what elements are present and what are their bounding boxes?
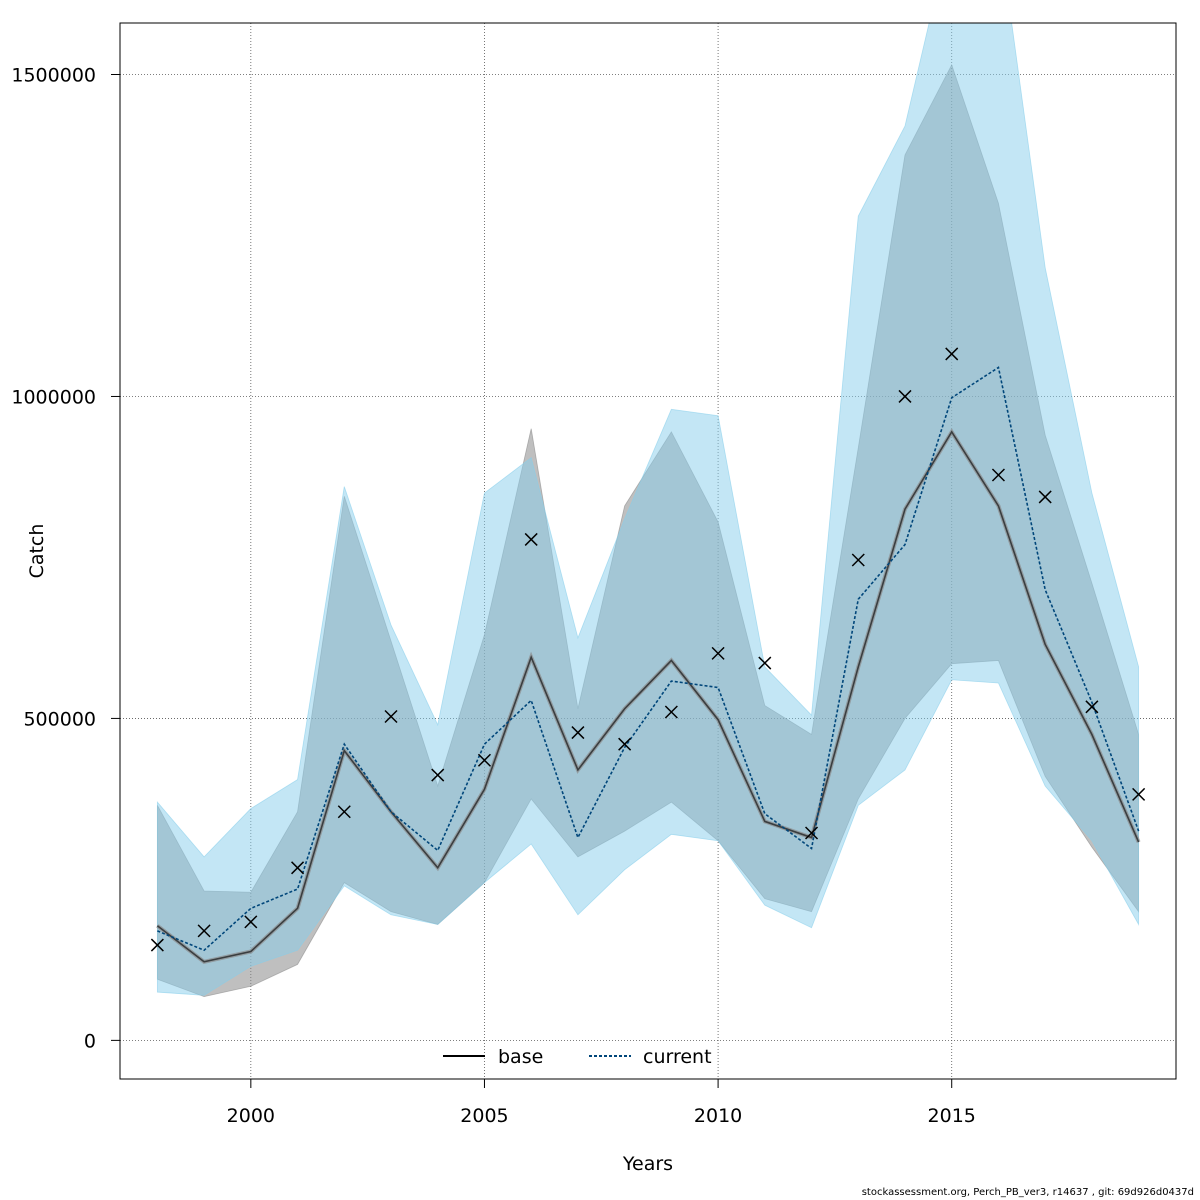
footer-credit: stockassessment.org, Perch_PB_ver3, r146… (861, 1187, 1194, 1198)
observed-point-2003 (384, 709, 398, 724)
legend-base-label: base (498, 1046, 543, 1068)
observed-point-2002 (337, 805, 351, 819)
observed-point-2001 (291, 861, 305, 875)
x-tick-label-2005: 2005 (460, 1105, 508, 1127)
y-axis: 0 500000 1000000 1500000 (11, 65, 120, 1052)
observed-point-1998 (150, 938, 164, 952)
observed-point-2013 (851, 553, 865, 567)
observed-point-2006 (524, 532, 538, 546)
observed-point-2000 (244, 915, 258, 929)
observed-point-2019 (1132, 787, 1146, 801)
y-tick-label-1500000: 1500000 (11, 65, 96, 87)
current-confidence-band (156, 23, 1140, 996)
observed-point-2005 (477, 753, 491, 767)
observed-point-1999 (197, 924, 211, 938)
observed-point-2014 (898, 389, 912, 403)
y-tick-label-500000: 500000 (23, 708, 96, 730)
observed-point-2017 (1038, 490, 1052, 504)
legend-current-label: current (643, 1046, 712, 1068)
observed-point-2007 (571, 726, 585, 740)
x-tick-label-2010: 2010 (694, 1105, 742, 1127)
legend: base current (443, 1046, 712, 1068)
x-axis-title: Years (622, 1153, 673, 1175)
x-tick-label-2015: 2015 (928, 1105, 976, 1127)
observed-point-2009 (664, 705, 678, 719)
observed-point-2004 (431, 768, 445, 782)
observed-point-2010 (711, 646, 725, 660)
observed-points (150, 347, 1146, 952)
observed-point-2011 (758, 656, 772, 670)
observed-point-2015 (945, 347, 959, 361)
base-line (156, 430, 1140, 963)
current-line (157, 366, 1140, 952)
plot-frame (119, 22, 1177, 1080)
y-tick-label-1000000: 1000000 (11, 386, 96, 408)
observed-point-2016 (991, 468, 1005, 482)
y-tick-label-0: 0 (84, 1030, 96, 1052)
confidence-bands (156, 23, 1140, 997)
observed-point-2018 (1085, 700, 1099, 714)
x-axis: 2000 2005 2010 2015 (227, 1079, 976, 1127)
y-axis-title: Catch (26, 524, 48, 579)
observed-point-2008 (618, 737, 632, 751)
observed-point-2012 (805, 826, 819, 840)
x-tick-label-2000: 2000 (227, 1105, 275, 1127)
series-lines (156, 366, 1141, 964)
